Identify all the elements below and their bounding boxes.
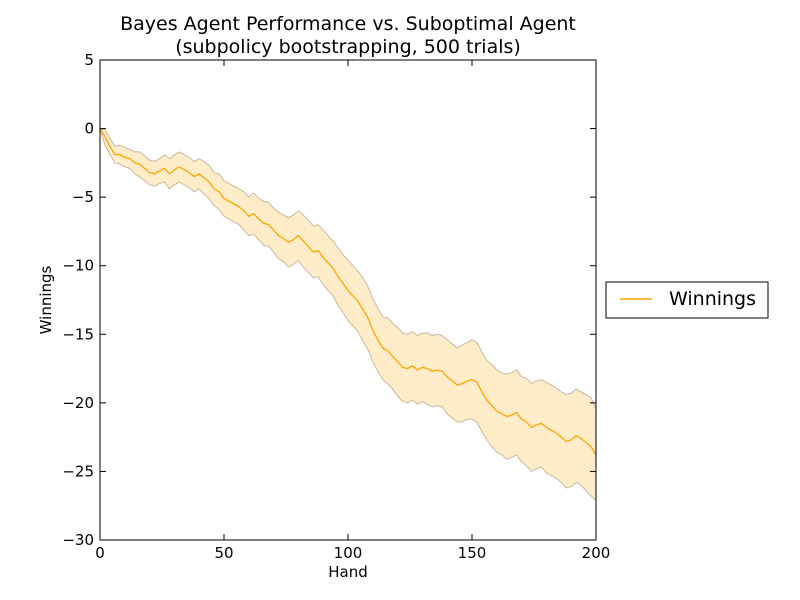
legend-box (605, 281, 769, 319)
x-tick-label: 200 (582, 544, 611, 562)
x-tick-label: 150 (458, 544, 487, 562)
confidence-band-lower-edge (99, 128, 597, 501)
x-axis-label: Hand (328, 563, 368, 581)
y-tick-label: 5 (84, 51, 94, 69)
y-tick-label: 0 (84, 120, 94, 138)
y-tick-label: −5 (72, 188, 94, 206)
y-tick-label: −30 (62, 531, 94, 549)
series-line-layer (99, 128, 597, 456)
chart-subtitle: (subpolicy bootstrapping, 500 trials) (175, 36, 521, 58)
confidence-band (100, 128, 596, 501)
series-line-winnings (99, 128, 597, 456)
y-tick-label: −15 (62, 325, 94, 343)
y-tick-label: −10 (62, 257, 94, 275)
confidence-band-layer (99, 128, 597, 501)
y-axis-ticks: 5 0 −5 −10 −15 −20 −25 −30 (62, 51, 596, 549)
y-tick-label: −25 (62, 462, 94, 480)
x-axis-ticks: 0 50 100 150 200 (95, 60, 610, 562)
y-axis-label: Winnings (37, 265, 55, 334)
x-tick-label: 0 (95, 544, 105, 562)
legend-label-winnings: Winnings (669, 288, 756, 310)
x-tick-label: 100 (334, 544, 363, 562)
legend: Winnings (605, 281, 769, 319)
confidence-band-upper-edge (99, 128, 597, 410)
chart-title: Bayes Agent Performance vs. Suboptimal A… (120, 13, 576, 35)
y-tick-label: −20 (62, 394, 94, 412)
x-tick-label: 50 (214, 544, 233, 562)
